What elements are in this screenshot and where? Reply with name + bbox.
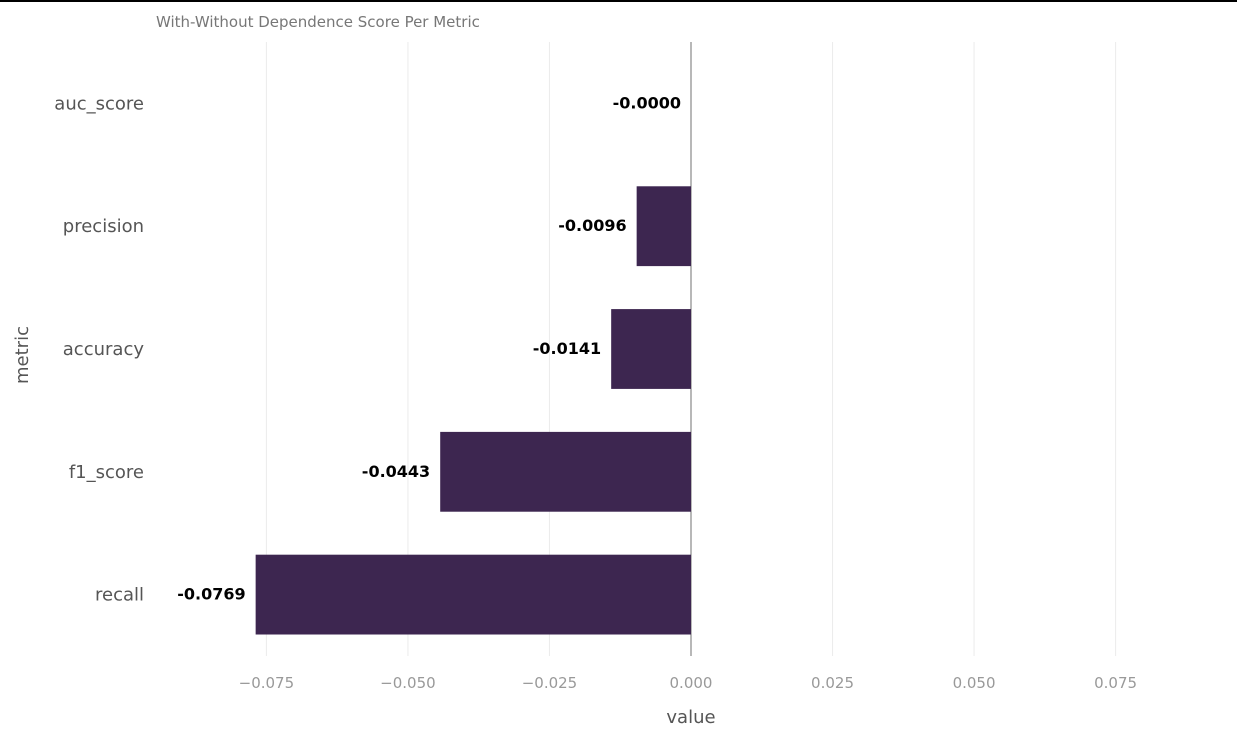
bar-recall xyxy=(255,554,692,635)
category-label-f1_score: f1_score xyxy=(69,462,144,483)
x-axis-title: value xyxy=(666,707,715,728)
x-tick-labels: −0.075 −0.050 −0.025 0.000 0.025 0.050 0.075 xyxy=(239,674,1137,692)
x-tick-label: 0.075 xyxy=(1094,674,1137,692)
x-tick-label: 0.025 xyxy=(811,674,854,692)
category-label-precision: precision xyxy=(63,216,144,237)
gridlines xyxy=(265,42,1117,656)
x-tick-label: −0.075 xyxy=(239,674,295,692)
category-label-accuracy: accuracy xyxy=(63,339,145,360)
data-label-auc_score: -0.0000 xyxy=(613,93,681,112)
data-label-accuracy: -0.0141 xyxy=(533,339,601,358)
data-label-recall: -0.0769 xyxy=(177,585,245,604)
top-border-rule xyxy=(0,0,1237,2)
x-tick-label: −0.050 xyxy=(380,674,436,692)
category-label-recall: recall xyxy=(95,585,144,606)
bar-precision xyxy=(636,186,691,267)
data-labels: -0.0000 -0.0096 -0.0141 -0.0443 -0.0769 xyxy=(177,93,681,603)
x-tick-label: −0.025 xyxy=(522,674,578,692)
data-label-f1_score: -0.0443 xyxy=(362,462,430,481)
bar-accuracy xyxy=(611,309,691,389)
chart-title: With-Without Dependence Score Per Metric xyxy=(156,13,480,31)
x-tick-label: 0.000 xyxy=(670,674,713,692)
data-label-precision: -0.0096 xyxy=(558,216,626,235)
bars xyxy=(255,186,692,635)
category-label-auc_score: auc_score xyxy=(54,93,144,114)
bar-f1_score xyxy=(440,431,691,512)
x-tick-label: 0.050 xyxy=(953,674,996,692)
y-axis-title: metric xyxy=(12,326,33,384)
